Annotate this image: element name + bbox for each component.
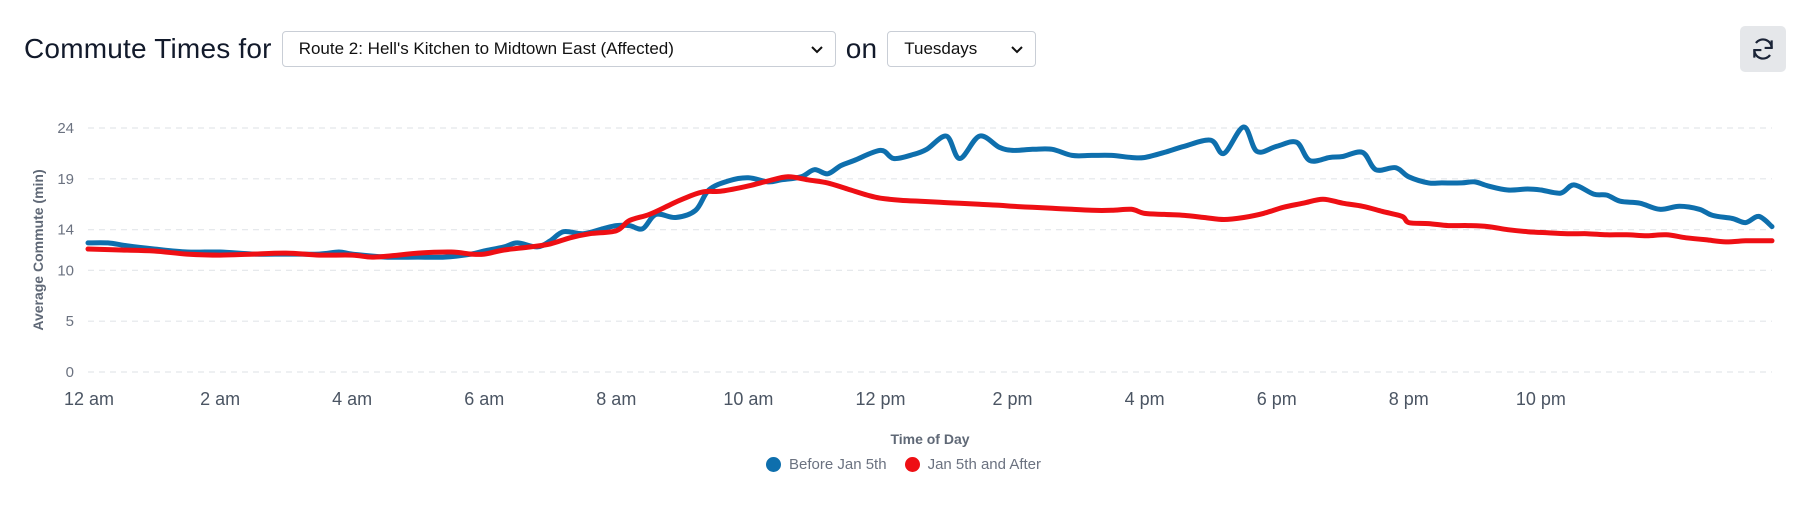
y-tick-label: 14 [57,222,74,239]
legend-dot-after [904,457,920,472]
series-line-before [85,124,1775,260]
refresh-icon [1753,38,1773,60]
y-tick-label: 24 [57,120,74,137]
x-tick-label: 10 pm [1516,389,1566,409]
y-tick-label: 10 [57,262,74,279]
legend-dot-before [766,457,781,472]
series-layer [85,124,1775,260]
chart-header: Commute Times for Route 2: Hell's Kitche… [24,30,1037,68]
x-tick-label: 12 am [64,389,114,409]
y-tick-label: 0 [66,364,74,381]
y-axis-title: Average Commute (min) [30,169,46,330]
x-tick-label: 12 pm [855,389,905,409]
x-tick-label: 2 am [200,389,240,409]
legend-item-before[interactable]: Before Jan 5th [766,456,887,473]
refresh-button[interactable] [1740,26,1786,72]
chevron-down-icon [1011,46,1023,54]
x-tick-label: 4 am [332,389,372,409]
legend-label-after: Jan 5th and After [927,456,1041,473]
day-select[interactable]: Tuesdays [887,31,1037,67]
y-tick-label: 5 [66,313,74,330]
legend-label-before: Before Jan 5th [789,456,887,473]
x-tick-label: 4 pm [1125,389,1165,409]
chart-title: Commute Times for [24,33,272,64]
grid-layer [88,127,1772,373]
x-axis-title: Time of Day [890,431,969,447]
x-tick-label: 6 am [464,389,504,409]
series-line-after [85,174,1775,260]
y-tick-labels: 0 5 10 14 19 24 [57,120,74,381]
on-label: on [845,33,878,64]
legend-item-after[interactable]: Jan 5th and After [904,456,1041,473]
x-tick-labels: 12 am 2 am 4 am 6 am 8 am 10 am 12 pm 2 pm 4 pm 6… [64,389,1566,409]
day-select-value: Tuesdays [904,39,978,58]
y-tick-label: 19 [57,171,74,188]
x-tick-label: 6 pm [1257,389,1297,409]
legend: Before Jan 5th Jan 5th and After [0,456,1807,473]
x-tick-label: 10 am [723,389,773,409]
x-tick-label: 2 pm [993,389,1033,409]
chevron-down-icon [810,46,823,54]
route-select[interactable]: Route 2: Hell's Kitchen to Midtown East … [281,31,836,67]
x-tick-label: 8 pm [1389,389,1429,409]
route-select-value: Route 2: Hell's Kitchen to Midtown East … [298,39,674,58]
x-tick-label: 8 am [596,389,636,409]
